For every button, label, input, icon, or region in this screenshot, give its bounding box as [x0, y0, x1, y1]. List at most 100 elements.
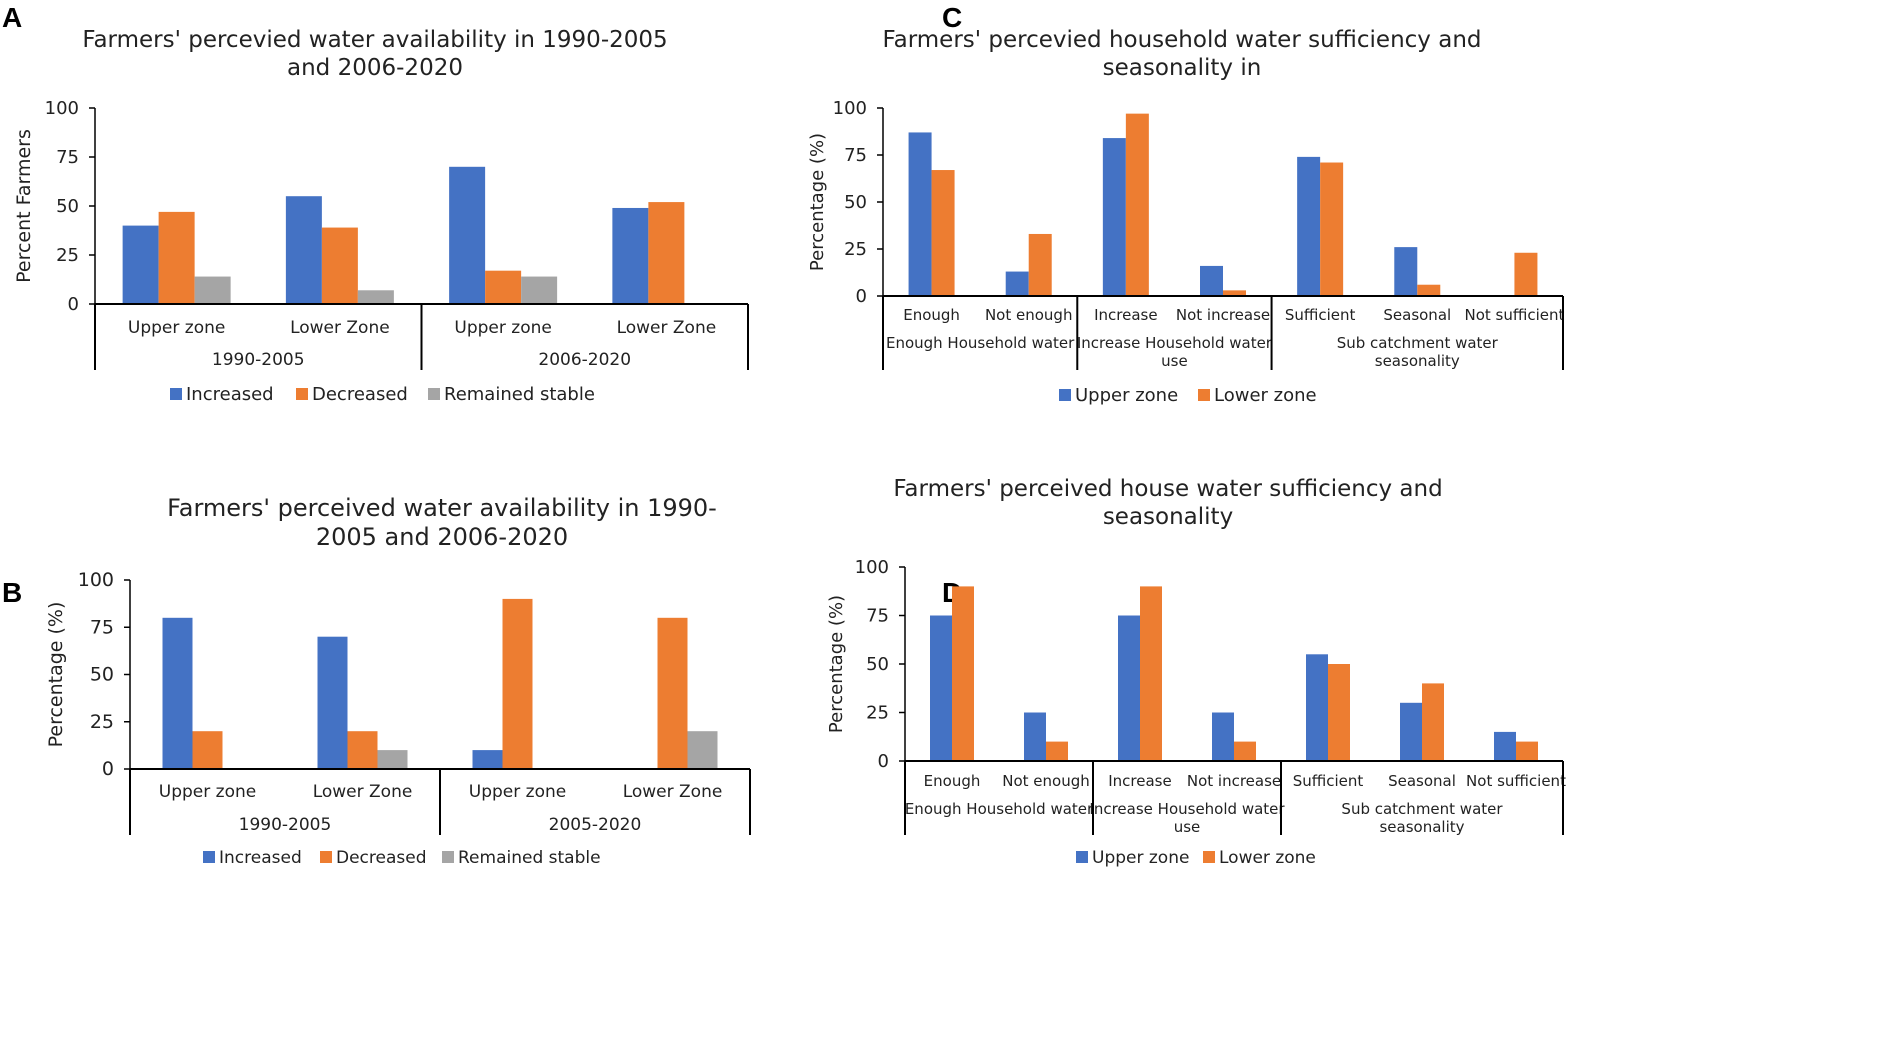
bar-increased	[162, 617, 193, 769]
y-axis-label: Percentage (%)	[826, 595, 847, 733]
y-tick-label: 75	[90, 616, 114, 638]
x-category-label: Lower Zone	[617, 318, 717, 338]
y-tick-label: 50	[844, 192, 867, 213]
x-category-label: Upper zone	[469, 782, 566, 802]
bar-remained-stable	[194, 276, 231, 304]
x-category-label: Increase	[1094, 306, 1157, 324]
x-category-label: Not enough	[1002, 772, 1090, 790]
x-category-label: Not sufficient	[1464, 306, 1564, 324]
legend-label: Upper zone	[1075, 385, 1178, 406]
chart-title-line-1: Farmers' perceived water availability in…	[167, 494, 717, 522]
bar-increased	[612, 207, 649, 304]
bar-decreased	[192, 731, 223, 769]
bar-remained-stable	[521, 276, 558, 304]
legend-label: Increased	[186, 384, 274, 405]
bar-upper-zone	[1102, 138, 1126, 296]
bar-upper-zone	[908, 132, 932, 296]
x-category-label: Upper zone	[128, 318, 225, 338]
x-category-label: Enough	[903, 306, 960, 324]
y-tick-label: 100	[78, 569, 114, 591]
bar-lower-zone	[1125, 113, 1149, 296]
bar-lower-zone	[1046, 741, 1068, 761]
panel-d: D Farmers' perceived house water suffici…	[826, 476, 1883, 1050]
bar-remained-stable	[357, 290, 394, 304]
y-tick-label: 25	[56, 245, 79, 266]
x-group-label: 2005-2020	[549, 815, 642, 835]
x-category-label: Not increase	[1187, 772, 1281, 790]
bar-upper-zone	[1297, 156, 1321, 296]
bar-lower-zone	[1140, 586, 1162, 761]
chart-title-line-1: Farmers' perceived house water sufficien…	[893, 476, 1442, 502]
bar-increased	[472, 750, 503, 769]
bar-decreased	[485, 270, 522, 304]
bar-lower-zone	[1223, 290, 1246, 296]
y-tick-label: 0	[68, 294, 79, 315]
x-category-label: Lower Zone	[623, 782, 723, 802]
chart-title-line-1: Farmers' percevied household water suffi…	[883, 27, 1482, 53]
y-tick-label: 100	[833, 98, 867, 119]
x-group-label: Increase Household water use	[1089, 800, 1285, 836]
y-tick-label: 0	[856, 286, 867, 307]
bar-decreased	[321, 227, 358, 304]
panel-letter-b: B	[2, 577, 23, 608]
chart-title-line-2: seasonality	[1103, 504, 1233, 530]
bar-decreased	[502, 598, 533, 769]
panel-c: C Farmers' percevied household water suf…	[807, 0, 1883, 525]
bar-upper-zone	[1494, 731, 1516, 761]
chart-c: Farmers' percevied household water suffi…	[807, 27, 1564, 406]
legend-swatch	[1059, 389, 1071, 401]
legend-swatch	[1203, 851, 1215, 863]
y-tick-label: 75	[866, 606, 889, 627]
y-tick-label: 50	[90, 664, 114, 686]
x-category-label: Seasonal	[1388, 772, 1456, 790]
bar-upper-zone	[1212, 712, 1234, 761]
x-category-label: Lower Zone	[290, 318, 390, 338]
x-group-label: Increase Household water use	[1077, 334, 1273, 370]
chart-title-line-2: and 2006-2020	[287, 55, 463, 81]
y-tick-label: 50	[56, 196, 79, 217]
x-category-label: Increase	[1108, 772, 1171, 790]
y-tick-label: 100	[45, 98, 79, 119]
chart-d: Farmers' perceived house water sufficien…	[826, 476, 1566, 868]
x-group-label: Enough Household water	[886, 334, 1075, 352]
y-tick-label: 75	[56, 147, 79, 168]
bar-lower-zone	[1328, 664, 1350, 761]
bar-lower-zone	[1422, 683, 1444, 761]
bar-upper-zone	[1200, 265, 1223, 296]
bar-lower-zone	[1320, 162, 1344, 296]
y-tick-label: 75	[844, 145, 867, 166]
x-category-label: Upper zone	[159, 782, 256, 802]
bar-upper-zone	[1005, 271, 1029, 296]
legend-swatch	[296, 388, 308, 400]
bar-lower-zone	[931, 170, 955, 296]
bar-decreased	[347, 731, 378, 769]
y-tick-label: 0	[102, 758, 114, 780]
bar-remained-stable	[377, 750, 408, 769]
bar-upper-zone	[1394, 247, 1418, 296]
legend-label: Decreased	[336, 848, 427, 868]
chart-title-line-1: Farmers' percevied water availability in…	[82, 27, 667, 53]
legend-label: Lower zone	[1219, 848, 1316, 868]
legend-label: Increased	[219, 848, 302, 868]
x-group-label: 2006-2020	[538, 350, 631, 370]
x-group-label: Enough Household water	[905, 800, 1094, 818]
bar-upper-zone	[1400, 702, 1422, 761]
chart-b: Farmers' perceived water availability in…	[45, 494, 751, 868]
x-category-label: Upper zone	[454, 318, 551, 338]
bar-lower-zone	[1234, 741, 1256, 761]
bar-lower-zone	[952, 586, 974, 761]
x-category-label: Seasonal	[1383, 306, 1451, 324]
bar-decreased	[158, 211, 195, 304]
legend-swatch	[170, 388, 182, 400]
panel-b: B Farmers' perceived water availability …	[0, 494, 940, 1050]
y-tick-label: 25	[844, 239, 867, 260]
x-category-label: Enough	[924, 772, 981, 790]
x-group-label: 1990-2005	[239, 815, 332, 835]
bar-lower-zone	[1516, 741, 1538, 761]
bar-upper-zone	[1306, 654, 1328, 761]
bar-decreased	[657, 617, 688, 769]
y-tick-label: 25	[866, 703, 889, 724]
legend-swatch	[1076, 851, 1088, 863]
chart-title-line-2: seasonality in	[1103, 55, 1262, 81]
bar-increased	[449, 166, 486, 304]
